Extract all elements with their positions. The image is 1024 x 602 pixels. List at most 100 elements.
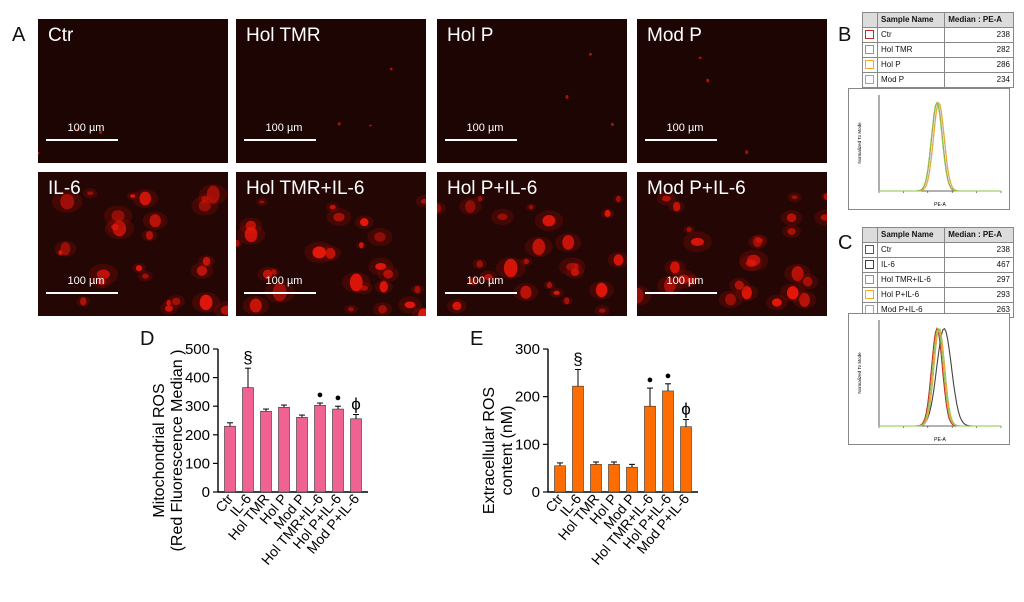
y-tick-label: 500 xyxy=(185,341,210,358)
bar xyxy=(590,464,602,493)
flow-histogram-c: Normalized To Mode PE-A xyxy=(848,313,1010,445)
panel-letter-b: B xyxy=(838,24,852,46)
micrograph-label: Hol TMR+IL-6 xyxy=(246,178,365,199)
bar xyxy=(296,417,308,493)
significance-mark: ● xyxy=(665,370,672,382)
bar xyxy=(554,465,566,493)
y-tick-label: 300 xyxy=(185,398,210,415)
bar xyxy=(260,411,272,493)
significance-mark: § xyxy=(573,349,582,368)
color-swatch-icon xyxy=(865,30,874,40)
sample-median: 234 xyxy=(944,72,1014,88)
scale-bar xyxy=(645,292,717,294)
scale-bar xyxy=(244,139,316,141)
bar xyxy=(242,387,254,493)
scale-bar-label: 100 µm xyxy=(67,275,105,287)
header-median: Median : PE-A xyxy=(944,227,1014,243)
sample-median: 238 xyxy=(944,27,1014,43)
scale-bar-label: 100 µm xyxy=(265,275,303,287)
micrograph-label: Mod P+IL-6 xyxy=(647,178,746,199)
micrograph-image xyxy=(437,172,627,316)
micrograph-tile: Mod P+IL-6 100 µm xyxy=(637,172,827,316)
sample-median: 286 xyxy=(944,57,1014,73)
micrograph-label: Hol P+IL-6 xyxy=(447,178,538,199)
sample-swatch xyxy=(862,57,878,73)
sample-swatch xyxy=(862,42,878,58)
sample-median: 293 xyxy=(944,287,1014,303)
flow-xlabel: PE-A xyxy=(934,202,946,208)
y-tick-label: 100 xyxy=(185,455,210,472)
bar xyxy=(608,464,620,493)
flow-table-header: Sample Name Median : PE-A xyxy=(862,12,1014,28)
micrograph-image xyxy=(38,172,228,316)
header-sample-name: Sample Name xyxy=(876,227,946,243)
header-median: Median : PE-A xyxy=(944,12,1014,28)
micrograph-label: IL-6 xyxy=(48,178,81,199)
flow-table-row: Hol P+IL-6 293 xyxy=(862,287,1014,303)
header-swatch xyxy=(862,227,878,243)
scale-bar xyxy=(46,292,118,294)
sample-name: Hol P xyxy=(876,57,946,73)
flow-table-row: IL-6 467 xyxy=(862,257,1014,273)
flow-table-row: Hol TMR 282 xyxy=(862,42,1014,58)
scale-bar-label: 100 µm xyxy=(67,122,105,134)
panel-letter-d: D xyxy=(140,328,155,350)
bar xyxy=(332,408,344,493)
sample-name: Hol TMR xyxy=(876,42,946,58)
y-tick-label: 400 xyxy=(185,370,210,387)
sample-swatch xyxy=(862,287,878,303)
y-axis-label: Mitochondrial ROS xyxy=(151,383,168,517)
micrograph-label: Hol TMR xyxy=(246,25,321,46)
significance-mark: ● xyxy=(335,392,342,404)
color-swatch-icon xyxy=(865,75,874,85)
sample-median: 467 xyxy=(944,257,1014,273)
scale-bar xyxy=(445,292,517,294)
micrograph-tile: Hol TMR+IL-6 100 µm xyxy=(236,172,426,316)
micrograph-image xyxy=(236,172,426,316)
flow-xlabel: PE-A xyxy=(934,437,946,443)
scale-bar xyxy=(46,139,118,141)
sample-median: 282 xyxy=(944,42,1014,58)
color-swatch-icon xyxy=(865,260,874,270)
bar xyxy=(572,385,584,493)
color-swatch-icon xyxy=(865,45,874,55)
flow-table-c: Sample Name Median : PE-A Ctr 238 IL-6 467 H… xyxy=(862,227,1014,318)
bar xyxy=(680,426,692,493)
y-axis-label: content (nM) xyxy=(499,406,516,496)
header-sample-name: Sample Name xyxy=(876,12,946,28)
y-axis-label: Extracellular ROS xyxy=(481,387,498,514)
flow-table-header: Sample Name Median : PE-A xyxy=(862,227,1014,243)
sample-name: Ctr xyxy=(876,242,946,258)
flow-histogram-b: Normalized To Mode PE-A xyxy=(848,88,1010,210)
sample-name: IL-6 xyxy=(876,257,946,273)
flow-table-row: Hol TMR+IL-6 297 xyxy=(862,272,1014,288)
scale-bar-label: 100 µm xyxy=(265,122,303,134)
sample-median: 238 xyxy=(944,242,1014,258)
flow-table-row: Ctr 238 xyxy=(862,242,1014,258)
scale-bar-label: 100 µm xyxy=(666,275,704,287)
panel-letter-c: C xyxy=(838,232,853,254)
bar xyxy=(626,466,638,493)
micrograph-tile: IL-6 100 µm xyxy=(38,172,228,316)
significance-mark: ● xyxy=(647,374,654,386)
micrograph-label: Mod P xyxy=(647,25,702,46)
sample-swatch xyxy=(862,27,878,43)
micrograph-tile: Mod P 100 µm xyxy=(637,19,827,163)
scale-bar xyxy=(244,292,316,294)
sample-name: Ctr xyxy=(876,27,946,43)
sample-name: Hol P+IL-6 xyxy=(876,287,946,303)
color-swatch-icon xyxy=(865,290,874,300)
micrograph-tile: Ctr 100 µm xyxy=(38,19,228,163)
scale-bar-label: 100 µm xyxy=(466,275,504,287)
flow-table-b: Sample Name Median : PE-A Ctr 238 Hol TMR 2… xyxy=(862,12,1014,88)
micrograph-tile: Hol P+IL-6 100 µm xyxy=(437,172,627,316)
sample-swatch xyxy=(862,72,878,88)
color-swatch-icon xyxy=(865,245,874,255)
y-tick-label: 0 xyxy=(532,484,540,501)
color-swatch-icon xyxy=(865,60,874,70)
y-tick-label: 200 xyxy=(515,389,540,406)
bar xyxy=(278,407,290,493)
panel-letter-a: A xyxy=(12,24,26,46)
panel-letter-e: E xyxy=(470,328,484,350)
